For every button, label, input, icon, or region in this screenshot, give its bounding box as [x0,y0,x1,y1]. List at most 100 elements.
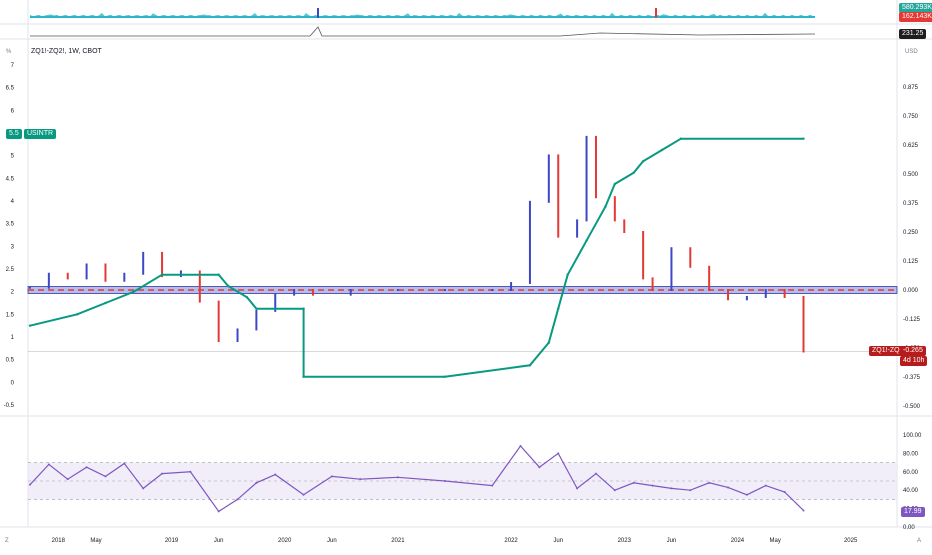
left-tick-label: 2 [11,290,15,296]
price-bar [642,231,645,280]
volume-ma-value-tag: 162.143K [899,12,932,22]
rsi-point [396,476,399,479]
usintr-point [104,301,107,305]
x-tick-label: 2021 [391,538,405,544]
price-bar [623,219,626,233]
price-bar [217,300,220,343]
price-bar [161,251,164,278]
price-bar [745,295,748,301]
rsi-point [274,473,277,476]
right-tick-label: -0.125 [903,317,921,323]
right-tick-label: 0.125 [903,259,919,265]
price-bar [764,289,767,298]
price-bar [585,135,588,222]
usintr-line [29,137,804,378]
usintr-point [302,375,305,378]
price-bar [689,247,692,268]
left-unit-label: % [6,49,12,55]
price-bar [311,289,314,296]
usintr-point [641,160,645,163]
left-tick-label: 1.5 [6,312,15,318]
auto-scale-button[interactable]: A [917,538,921,544]
usintr-value-tag: 5.5 [6,129,22,139]
rsi-tick-label: 80.00 [903,451,919,457]
secondary-line [30,26,816,37]
rsi-point [557,452,560,455]
left-tick-label: 0.5 [6,358,15,364]
price-bar [85,263,88,280]
x-tick-label: 2022 [504,538,518,544]
rsi-point [745,493,748,496]
rsi-point [142,487,145,490]
rsi-point [727,486,730,489]
price-bar [123,272,126,282]
usintr-point [255,307,258,310]
rsi-tick-label: 100.00 [903,433,922,439]
usintr-point [547,341,551,344]
usintr-point [28,324,32,327]
rsi-point [85,466,88,469]
x-tick-label: Jun [214,538,224,544]
rsi-point [651,484,654,487]
rsi-point [104,475,107,478]
rsi-point [491,484,494,487]
rsi-point [670,487,673,490]
x-tick-label: Jun [327,538,337,544]
rsi-point [359,478,362,481]
usintr-point [443,375,447,378]
left-tick-label: 3.5 [6,222,15,228]
rsi-point [783,491,786,494]
price-bar [29,286,31,289]
price-bar [255,309,258,331]
price-bar [293,289,296,296]
rsi-point [576,487,579,490]
x-tick-label: 2024 [731,538,745,544]
rsi-point [519,445,522,448]
usintr-point [217,273,220,276]
rsi-point [330,475,333,478]
price-bar [708,265,711,291]
price-bar [396,289,399,291]
right-tick-label: 0.875 [903,85,919,91]
rsi-point [444,480,447,482]
price-bar [613,196,616,222]
price-bar [783,289,786,298]
price-bar [274,293,277,312]
timezone-button[interactable]: Z [5,538,9,544]
rsi-point [689,489,692,492]
x-tick-label: Jun [553,538,563,544]
price-bar [491,289,494,291]
price-bar [576,219,579,238]
right-tick-label: 0.000 [903,288,919,294]
price-bar [651,277,654,291]
usintr-name-tag: USINTR [24,129,57,139]
left-tick-label: 3 [11,244,15,250]
price-bar [557,154,560,238]
price-bar [198,270,201,303]
rsi-point [29,483,31,486]
right-tick-label: 0.250 [903,230,919,236]
price-bar [670,247,673,291]
right-tick-label: -0.375 [903,375,921,381]
left-tick-label: 2.5 [6,267,15,273]
x-tick-label: 2023 [618,538,632,544]
left-tick-label: 6.5 [6,86,15,92]
left-tick-label: 5 [11,154,15,160]
price-bar [594,135,597,199]
price-bar [444,289,447,291]
usintr-point [75,313,79,316]
price-bar [236,328,239,343]
rsi-tick-label: 60.00 [903,470,919,476]
left-tick-label: 4 [11,199,15,205]
rsi-point [764,484,767,487]
left-tick-label: 7 [11,63,15,69]
price-bar [802,295,805,353]
left-tick-label: -0.5 [4,403,15,409]
right-tick-label: 0.750 [903,114,919,120]
usintr-point [245,296,249,299]
rsi-point [217,510,220,513]
usintr-point [660,148,664,152]
rsi-point [255,481,258,484]
